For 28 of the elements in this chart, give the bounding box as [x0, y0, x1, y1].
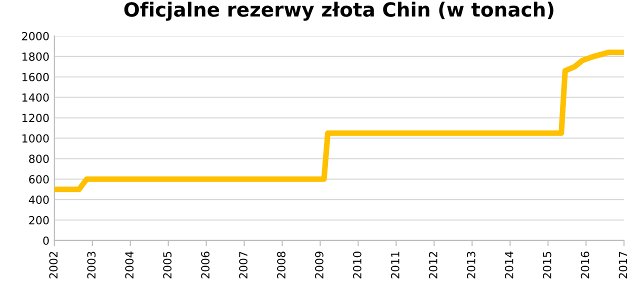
x-tick-label: 2006 [201, 252, 210, 278]
x-tick-label: 2011 [390, 252, 400, 278]
x-tick-label: 2003 [87, 252, 96, 278]
x-tick-label: 2007 [239, 252, 248, 278]
y-tick-label: 800 [29, 154, 49, 164]
x-tick-label: 2014 [504, 252, 514, 278]
y-tick-label: 200 [29, 216, 49, 224]
x-tick-label: 2015 [542, 252, 552, 278]
y-tick-label: 1800 [22, 52, 49, 61]
y-tick-label: 1600 [22, 72, 49, 82]
x-tick-label: 2016 [580, 252, 590, 278]
y-tick-label: 0 [43, 236, 49, 245]
y-tick-label: 1200 [22, 114, 49, 122]
x-tick-label: 2010 [353, 252, 362, 278]
x-tick-label: 2012 [428, 252, 438, 278]
x-tick-label: 2005 [163, 252, 172, 278]
x-tick-label: 2013 [466, 252, 476, 278]
y-tick-label: 1400 [22, 93, 49, 102]
x-tick-label: 2002 [49, 252, 58, 278]
x-tick-label: 2009 [315, 252, 324, 278]
y-tick-label: 400 [28, 196, 49, 204]
y-tick-label: 1000 [22, 134, 49, 143]
x-tick-label: 2008 [277, 252, 286, 278]
chart-title: Oficjalne rezerwy złota Chin (w tonach) [124, 2, 554, 21]
x-tick-label: 2004 [125, 252, 134, 278]
y-tick-label: 600 [29, 175, 49, 184]
x-tick-label: 2017 [618, 252, 628, 278]
y-tick-label: 2000 [22, 32, 49, 40]
